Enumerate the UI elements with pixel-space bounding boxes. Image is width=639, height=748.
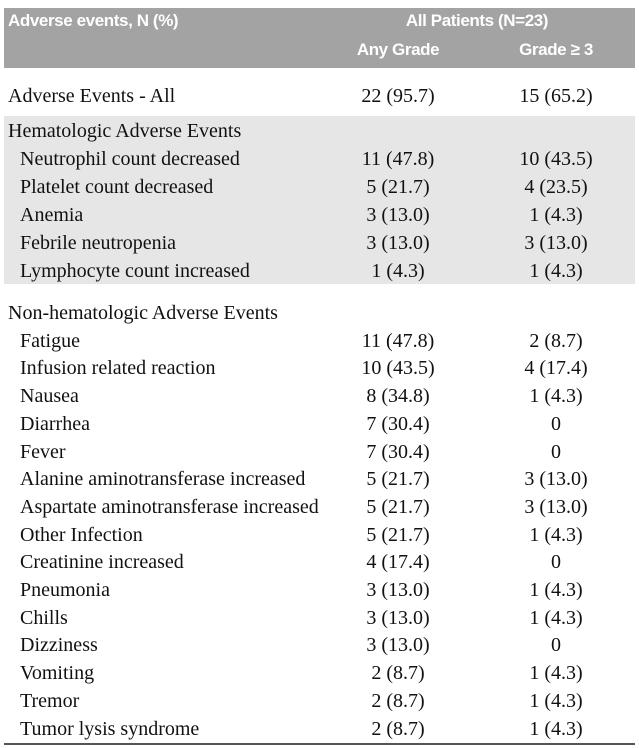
row-label: Neutrophil count decreased (20, 148, 240, 170)
cell: 2 (8.7) (529, 329, 583, 352)
row-label: Vomiting (20, 662, 95, 685)
cell: 1 (4.3) (529, 579, 583, 601)
cell: 0 (551, 551, 561, 574)
cell: 2 (8.7) (371, 662, 425, 685)
cell: 1 (4.3) (529, 689, 583, 712)
cell: 0 (551, 634, 561, 657)
cell: 11 (47.8) (361, 329, 435, 352)
cell: 7 (30.4) (366, 412, 430, 435)
column-header: Any Grade (356, 40, 440, 59)
row-label: Pneumonia (20, 579, 110, 601)
cell: 1 (4.3) (371, 260, 425, 282)
cell: 1 (4.3) (529, 260, 583, 282)
header-group: All Patients (N=23) (405, 11, 549, 30)
row-label: Lymphocyte count increased (20, 260, 250, 282)
row-label: Nausea (20, 385, 79, 408)
section-bg (4, 116, 635, 284)
row-label: Fever (20, 440, 66, 463)
header-bg (4, 8, 635, 68)
cell: 15 (65.2) (519, 85, 593, 107)
cell: 5 (21.7) (366, 176, 430, 198)
cell: 4 (17.4) (366, 551, 430, 574)
row-label: Infusion related reaction (20, 357, 216, 380)
cell: 5 (21.7) (366, 523, 430, 546)
row-label: Alanine aminotransferase increased (20, 468, 306, 491)
cell: 1 (4.3) (529, 385, 583, 408)
cell: 3 (13.0) (366, 579, 430, 601)
bottom-rule (4, 743, 635, 745)
cell: 3 (13.0) (524, 468, 588, 491)
cell: 1 (4.3) (529, 662, 583, 685)
cell: 4 (23.5) (524, 176, 588, 198)
row-label: Dizziness (20, 634, 98, 657)
cell: 3 (13.0) (524, 232, 588, 254)
cell: 0 (551, 440, 561, 463)
cell: 11 (47.8) (361, 148, 435, 170)
cell: 22 (95.7) (361, 85, 435, 107)
row-label: Febrile neutropenia (20, 232, 177, 254)
cell: 3 (13.0) (366, 634, 430, 657)
row-label: Aspartate aminotransferase increased (20, 495, 319, 518)
section-title: Non-hematologic Adverse Events (8, 302, 278, 324)
row-label: Chills (20, 606, 68, 629)
cell: 10 (43.5) (519, 148, 593, 170)
cell: 1 (4.3) (529, 717, 583, 740)
cell: 10 (43.5) (361, 357, 435, 380)
row-label: Adverse Events - All (8, 85, 176, 107)
header-label: Adverse events, N (%) (8, 11, 179, 30)
cell: 3 (13.0) (366, 232, 430, 254)
row-label: Fatigue (20, 329, 80, 352)
cell: 7 (30.4) (366, 440, 430, 463)
row-label: Tumor lysis syndrome (20, 717, 200, 740)
row-label: Tremor (20, 689, 80, 712)
cell: 1 (4.3) (529, 523, 583, 546)
cell: 0 (551, 412, 561, 435)
cell: 3 (13.0) (366, 204, 430, 226)
column-header: Grade ≥ 3 (519, 40, 593, 59)
section-title: Hematologic Adverse Events (8, 120, 242, 142)
cell: 5 (21.7) (366, 495, 430, 518)
row-label: Diarrhea (20, 412, 90, 435)
cell: 2 (8.7) (371, 717, 425, 740)
cell: 3 (13.0) (366, 606, 430, 629)
row-label: Anemia (20, 204, 84, 226)
row-label: Creatinine increased (20, 551, 184, 574)
cell: 2 (8.7) (371, 689, 425, 712)
cell: 1 (4.3) (529, 606, 583, 629)
cell: 4 (17.4) (524, 357, 588, 380)
cell: 8 (34.8) (366, 385, 430, 408)
row-label: Other Infection (20, 523, 143, 546)
row-label: Platelet count decreased (20, 176, 214, 198)
cell: 1 (4.3) (529, 204, 583, 226)
cell: 3 (13.0) (524, 495, 588, 518)
cell: 5 (21.7) (366, 468, 430, 491)
